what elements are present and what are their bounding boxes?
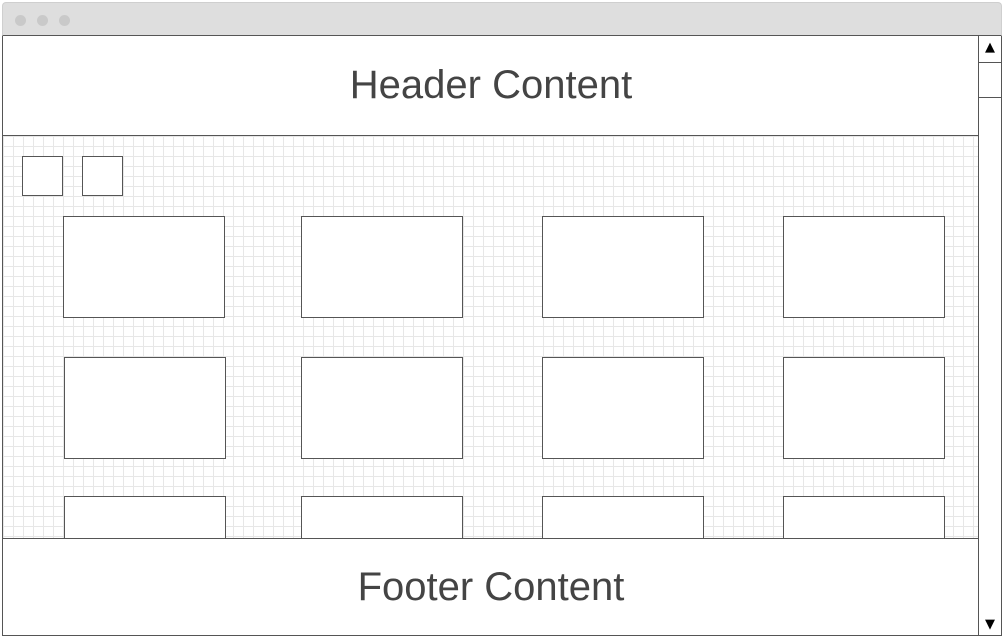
window-maximize-dot-icon[interactable] (59, 15, 70, 26)
footer-text: Footer Content (357, 565, 625, 609)
grid-card[interactable] (542, 357, 704, 459)
triangle-up-icon[interactable]: ▲ (985, 39, 995, 55)
page-viewport: Header Content Footer Content (2, 36, 978, 636)
grid-card[interactable] (783, 216, 945, 318)
grid-card[interactable] (542, 216, 704, 318)
scrollbar-thumb[interactable] (979, 62, 1001, 98)
header-text: Header Content (349, 63, 633, 107)
vertical-scrollbar[interactable]: ▲ ▼ (978, 36, 1002, 636)
toolbar-button-2[interactable] (82, 156, 123, 196)
window-minimize-dot-icon[interactable] (37, 15, 48, 26)
window-close-dot-icon[interactable] (15, 15, 26, 26)
page-footer: Footer Content (3, 538, 978, 635)
triangle-down-icon[interactable]: ▼ (985, 616, 995, 632)
page-header: Header Content (3, 36, 978, 136)
grid-card[interactable] (64, 357, 226, 459)
grid-card[interactable] (783, 357, 945, 459)
grid-card[interactable] (301, 357, 463, 459)
grid-card[interactable] (301, 216, 463, 318)
window-titlebar (2, 2, 1002, 36)
toolbar-button-1[interactable] (22, 156, 63, 196)
grid-card[interactable] (63, 216, 225, 318)
